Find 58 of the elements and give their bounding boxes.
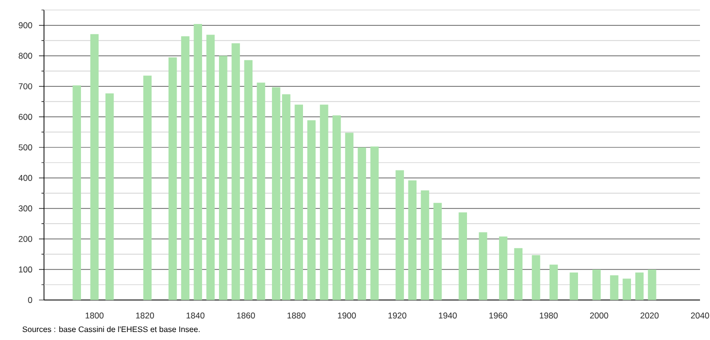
- x-tick-label: 1900: [338, 312, 356, 319]
- bar: [610, 275, 618, 300]
- bar: [232, 43, 240, 300]
- y-tick-label: 500: [18, 144, 32, 150]
- bar: [181, 36, 190, 300]
- x-tick-label: 1920: [388, 312, 406, 319]
- bar: [307, 120, 316, 300]
- bar: [532, 255, 540, 300]
- bar: [648, 269, 656, 300]
- y-tick-label: 900: [18, 22, 32, 28]
- bar: [570, 272, 578, 300]
- bar: [408, 180, 417, 300]
- bar: [358, 147, 366, 300]
- x-tick-label: 1820: [136, 312, 154, 319]
- bar: [72, 85, 81, 300]
- bar: [635, 272, 644, 300]
- bar: [499, 236, 508, 300]
- bar: [433, 202, 442, 300]
- bar: [458, 212, 467, 300]
- bar: [256, 82, 266, 300]
- bar: [332, 115, 341, 300]
- bar: [370, 146, 379, 300]
- bar: [218, 56, 228, 300]
- y-tick-label: 700: [18, 83, 32, 90]
- y-tick-label: 0: [28, 297, 32, 303]
- y-tick-label: 800: [18, 52, 32, 59]
- bar: [345, 132, 354, 300]
- x-tick-label: 1860: [237, 312, 255, 319]
- x-tick-label: 2040: [691, 312, 710, 319]
- y-tick-label: 600: [18, 114, 32, 120]
- bar: [550, 264, 558, 300]
- x-tick-label: 2020: [640, 312, 659, 319]
- bar: [622, 278, 631, 300]
- x-tick-label: 1960: [489, 312, 508, 319]
- bar: [294, 104, 303, 300]
- x-tick-label: 2000: [590, 312, 608, 319]
- bar: [244, 60, 253, 300]
- bar: [396, 170, 404, 300]
- x-tick-label: 1800: [86, 312, 104, 319]
- x-tick-label: 1940: [438, 312, 457, 319]
- y-tick-label: 200: [18, 236, 32, 242]
- y-tick-label: 400: [18, 174, 32, 181]
- bar: [105, 93, 114, 300]
- bar: [592, 269, 601, 300]
- x-tick-label: 1880: [288, 312, 306, 319]
- bar: [514, 248, 523, 300]
- bar: [420, 190, 430, 300]
- y-tick-label: 100: [18, 266, 32, 272]
- bar: [168, 57, 177, 300]
- bar: [478, 232, 488, 300]
- x-tick-label: 1980: [540, 312, 558, 319]
- bar: [206, 34, 215, 300]
- bar: [143, 76, 152, 300]
- bar: [320, 104, 328, 300]
- bar: [90, 34, 99, 300]
- x-tick-label: 1840: [186, 312, 204, 319]
- y-tick-label: 300: [18, 205, 32, 212]
- bar: [194, 24, 202, 300]
